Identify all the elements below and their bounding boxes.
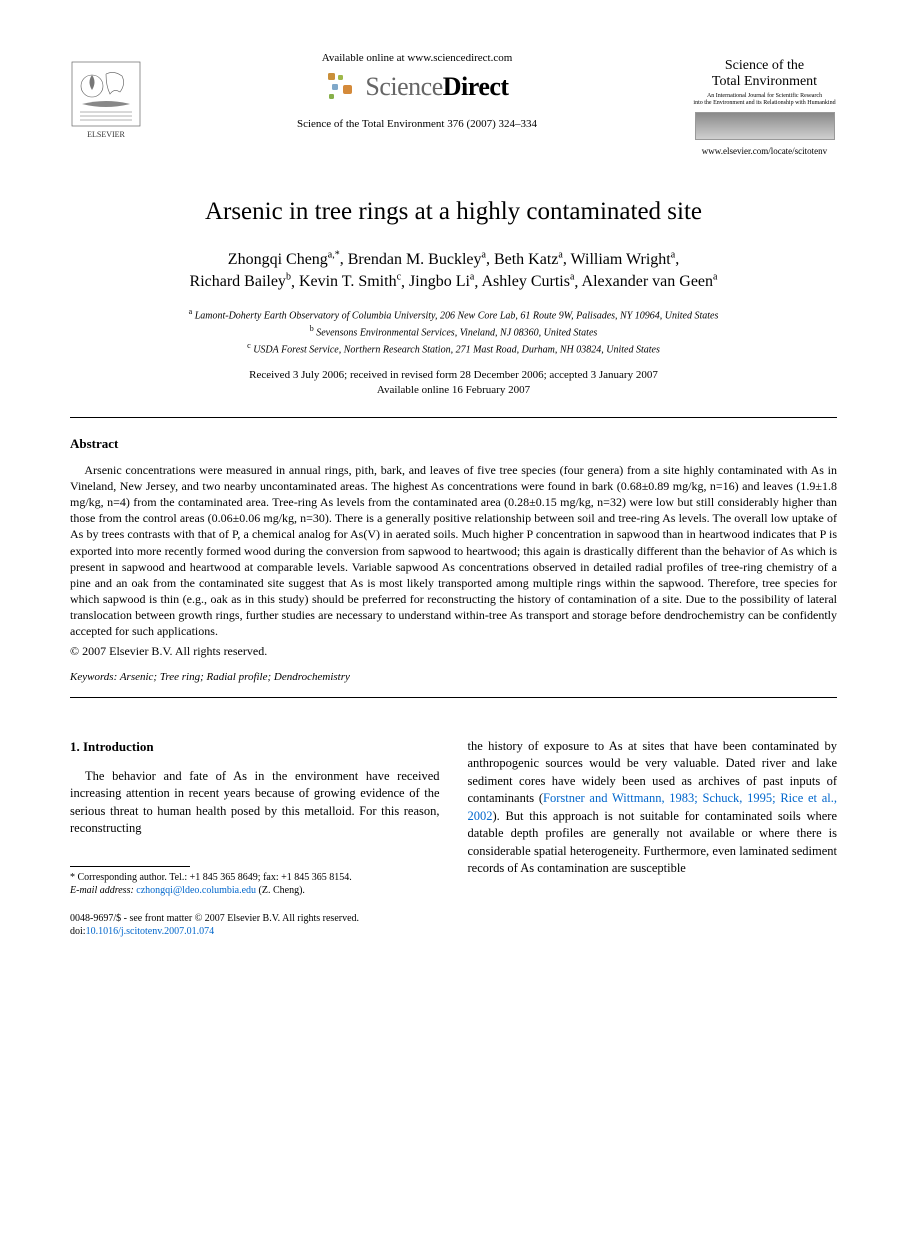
affiliation: a Lamont-Doherty Earth Observatory of Co… [70, 306, 837, 323]
abstract-heading: Abstract [70, 436, 837, 452]
affiliation: c USDA Forest Service, Northern Research… [70, 340, 837, 357]
affiliations-block: a Lamont-Doherty Earth Observatory of Co… [70, 306, 837, 358]
author: William Wrighta [571, 251, 676, 268]
author: Zhongqi Chenga,* [228, 251, 340, 268]
doi-link[interactable]: 10.1016/j.scitotenv.2007.01.074 [86, 926, 215, 937]
divider [70, 417, 837, 418]
author: Richard Baileyb [190, 273, 291, 290]
available-online-text: Available online at www.sciencedirect.co… [142, 52, 692, 64]
journal-subtitle: An International Journal for Scientific … [692, 93, 837, 106]
citation-line: Science of the Total Environment 376 (20… [142, 118, 692, 130]
article-title: Arsenic in tree rings at a highly contam… [70, 198, 837, 226]
journal-cover-thumbnail [695, 112, 835, 140]
body-columns: 1. Introduction The behavior and fate of… [70, 738, 837, 939]
left-column: 1. Introduction The behavior and fate of… [70, 738, 440, 939]
corresponding-author-footnote: * Corresponding author. Tel.: +1 845 365… [70, 871, 440, 898]
issn-line: 0048-9697/$ - see front matter © 2007 El… [70, 912, 440, 926]
elsevier-label-svg: ELSEVIER [87, 130, 125, 139]
author: Alexander van Geena [582, 273, 718, 290]
journal-branding: Science of the Total Environment An Inte… [692, 40, 837, 156]
body-paragraph: the history of exposure to As at sites t… [468, 738, 838, 878]
body-paragraph: The behavior and fate of As in the envir… [70, 768, 440, 838]
keywords-line: Keywords: Arsenic; Tree ring; Radial pro… [70, 671, 837, 683]
authors-block: Zhongqi Chenga,*, Brendan M. Buckleya, B… [70, 248, 837, 293]
sciencedirect-wordmark: ScienceDirect [365, 72, 508, 102]
section-heading: 1. Introduction [70, 738, 440, 756]
journal-name: Science of the Total Environment [692, 58, 837, 90]
author: Ashley Curtisa [482, 273, 575, 290]
sciencedirect-logo: ScienceDirect [142, 70, 692, 104]
journal-url: www.elsevier.com/locate/scitotenv [692, 146, 837, 156]
divider [70, 697, 837, 698]
center-header: Available online at www.sciencedirect.co… [142, 40, 692, 130]
email-link[interactable]: czhongqi@ldeo.columbia.edu [136, 885, 256, 896]
sciencedirect-swirl-icon [325, 70, 359, 104]
footnote-line: * Corresponding author. Tel.: +1 845 365… [70, 871, 440, 885]
doi-line: doi:10.1016/j.scitotenv.2007.01.074 [70, 925, 440, 939]
footnote-divider [70, 866, 190, 867]
author: Beth Katza [494, 251, 563, 268]
author: Kevin T. Smithc [299, 273, 401, 290]
author: Brendan M. Buckleya [348, 251, 486, 268]
copyright-line: © 2007 Elsevier B.V. All rights reserved… [70, 644, 837, 659]
elsevier-logo: ELSEVIER [70, 40, 142, 145]
affiliation: b Sevensons Environmental Services, Vine… [70, 323, 837, 340]
footer-block: 0048-9697/$ - see front matter © 2007 El… [70, 912, 440, 939]
footnote-line: E-mail address: czhongqi@ldeo.columbia.e… [70, 884, 440, 898]
right-column: the history of exposure to As at sites t… [468, 738, 838, 939]
abstract-body: Arsenic concentrations were measured in … [70, 462, 837, 640]
page-header: ELSEVIER Available online at www.science… [70, 40, 837, 156]
author: Jingbo Lia [409, 273, 474, 290]
article-dates: Received 3 July 2006; received in revise… [70, 368, 837, 399]
